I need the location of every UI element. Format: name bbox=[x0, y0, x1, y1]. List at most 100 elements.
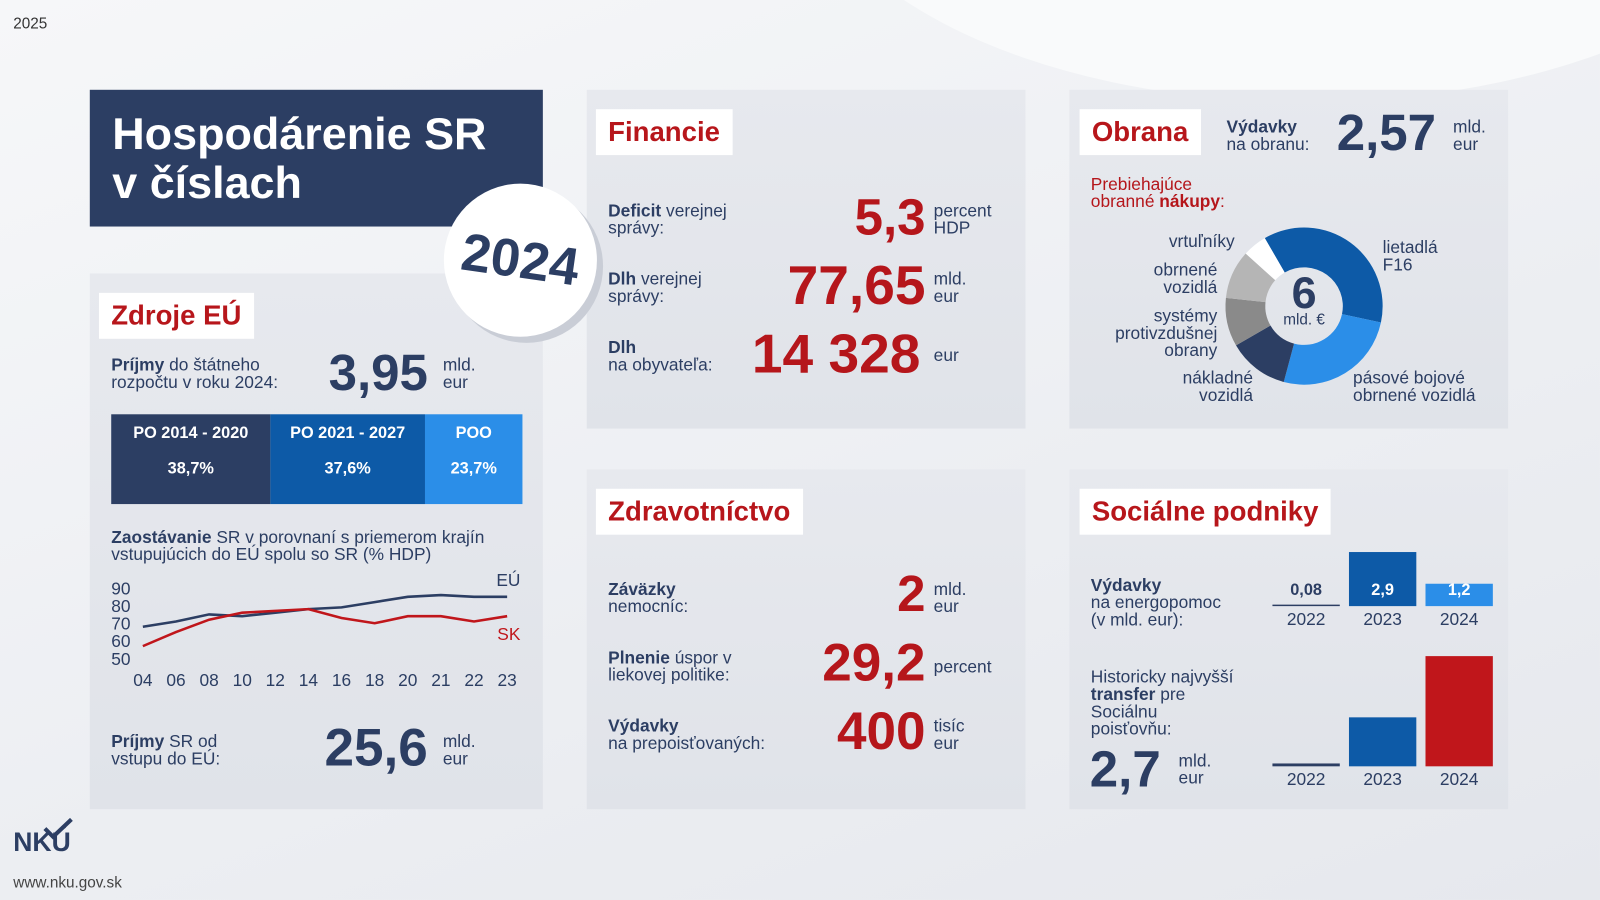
value-label: 38,7% bbox=[168, 460, 215, 478]
donut-segment bbox=[1264, 227, 1383, 323]
label-bold: Dlh bbox=[608, 269, 637, 289]
value: 29,2 bbox=[822, 633, 926, 693]
label-bold: Príjmy bbox=[111, 731, 165, 752]
bar bbox=[1272, 763, 1340, 767]
label-bold: Zaostávanie bbox=[111, 527, 212, 547]
label: Výdavky na obranu: bbox=[1227, 118, 1339, 153]
label: Plnenie úspor v liekovej politike: bbox=[608, 649, 761, 684]
label: Dlh verejnej správy: bbox=[608, 270, 751, 305]
value-label: 23,7% bbox=[451, 460, 498, 478]
x-tick-label: 16 bbox=[332, 670, 351, 690]
label-bold: Záväzky bbox=[608, 579, 676, 599]
title-line: v číslach bbox=[112, 158, 302, 209]
donut-center-value: 6 bbox=[1292, 267, 1317, 318]
section-heading: Zdravotníctvo bbox=[595, 488, 803, 535]
donut-label: systémy protivzdušnej obrany bbox=[1115, 306, 1218, 361]
x-tick-label: 22 bbox=[464, 670, 483, 690]
x-tick-label: 14 bbox=[299, 670, 319, 690]
unit: mld. eur bbox=[1178, 751, 1212, 788]
bar bbox=[1425, 583, 1493, 607]
x-tick-label: 10 bbox=[233, 670, 252, 690]
label-bold: Výdavky bbox=[608, 716, 679, 736]
url: www.nku.gov.sk bbox=[13, 874, 122, 892]
line bbox=[142, 593, 508, 629]
x-tick-label: 2023 bbox=[1363, 769, 1402, 789]
x-tick-label: 06 bbox=[166, 670, 185, 690]
label-text: na prepoisťovaných: bbox=[608, 733, 766, 754]
donut-segment bbox=[1283, 314, 1381, 385]
value: 5,3 bbox=[854, 188, 926, 246]
title-line: Hospodárenie SR bbox=[112, 109, 487, 160]
label: Historicky najvyšší transfer pre Sociáln… bbox=[1091, 668, 1242, 737]
value-label: 2,9 bbox=[1371, 581, 1394, 599]
section-heading: Obrana bbox=[1079, 109, 1201, 156]
x-tick-label: 2022 bbox=[1287, 769, 1326, 789]
label-text: Prebiehajúce obranné bbox=[1090, 174, 1193, 212]
value-label: 37,6% bbox=[325, 460, 372, 478]
bar bbox=[1348, 717, 1417, 767]
label: Príjmy do štátneho rozpočtu v roku 2024: bbox=[111, 356, 305, 391]
value: 2 bbox=[897, 565, 926, 623]
unit: mld. eur bbox=[933, 269, 967, 307]
donut-segment bbox=[1225, 297, 1271, 346]
donut-segment bbox=[1236, 325, 1295, 383]
bar bbox=[1272, 604, 1340, 607]
label-bold: Deficit bbox=[608, 201, 662, 221]
bar bbox=[1348, 552, 1417, 607]
bar-segment bbox=[111, 414, 271, 505]
label-text: pre Sociálnu poisťovňu: bbox=[1090, 684, 1186, 739]
label-bold: Dlh bbox=[608, 337, 637, 358]
year-label: 2025 bbox=[13, 15, 48, 33]
bar-segment bbox=[270, 414, 425, 505]
value: 2,7 bbox=[1089, 740, 1161, 798]
segment-label: POO bbox=[456, 424, 492, 442]
label-text: : bbox=[1220, 191, 1225, 212]
value-label: 0,08 bbox=[1290, 581, 1322, 599]
label-text: verejnej správy: bbox=[608, 269, 702, 307]
x-tick-label: 21 bbox=[431, 670, 450, 690]
value: 77,65 bbox=[787, 255, 926, 317]
value: 14 328 bbox=[751, 323, 921, 385]
x-tick-label: 2024 bbox=[1440, 769, 1479, 789]
line bbox=[142, 607, 508, 648]
x-tick-label: 2022 bbox=[1287, 609, 1326, 629]
label-text: Historicky najvyšší bbox=[1090, 667, 1234, 687]
label-text: na energopomoc (v mld. eur): bbox=[1090, 592, 1222, 630]
title: Hospodárenie SR v číslach bbox=[112, 110, 486, 208]
x-tick-label: 08 bbox=[199, 670, 218, 690]
value: 2,57 bbox=[1336, 104, 1437, 162]
label: Záväzky nemocníc: bbox=[608, 581, 781, 616]
donut-segment bbox=[1245, 238, 1285, 281]
panel bbox=[89, 273, 543, 810]
segment-label: PO 2021 - 2027 bbox=[290, 424, 405, 442]
value: 25,6 bbox=[324, 718, 428, 778]
label-bold: Výdavky bbox=[1090, 575, 1162, 595]
y-tick-label: 70 bbox=[111, 614, 130, 634]
x-tick-label: 18 bbox=[365, 670, 384, 690]
donut-label: lietadlá F16 bbox=[1382, 237, 1438, 275]
label: Dlh na obyvateľa: bbox=[608, 339, 751, 374]
label-bold: Výdavky bbox=[1226, 117, 1297, 137]
label: Prebiehajúce obranné nákupy: bbox=[1091, 176, 1259, 211]
label-text: úspor v liekovej politike: bbox=[608, 647, 732, 685]
unit: percent HDP bbox=[933, 201, 992, 238]
label: Deficit verejnej správy: bbox=[608, 202, 751, 237]
donut-label: pásové bojové obrnené vozidlá bbox=[1353, 368, 1476, 406]
label-text: na obranu: bbox=[1226, 134, 1310, 155]
chart-title: Zaostávanie SR v porovnaní s priemerom k… bbox=[111, 529, 529, 564]
segment-label: PO 2014 - 2020 bbox=[133, 424, 248, 442]
section-heading: Sociálne podniky bbox=[1079, 488, 1331, 535]
x-tick-label: 12 bbox=[266, 670, 285, 690]
year-badge: 2024 bbox=[443, 183, 597, 337]
unit: mld. eur bbox=[933, 579, 967, 617]
donut-label: obrnené vozidlá bbox=[1153, 260, 1218, 297]
check-mark bbox=[43, 817, 73, 840]
donut-label: nákladné vozidlá bbox=[1182, 368, 1254, 406]
y-tick-label: 50 bbox=[111, 649, 130, 669]
donut-center-unit: mld. € bbox=[1283, 311, 1325, 329]
label: Výdavky na energopomoc (v mld. eur): bbox=[1091, 577, 1234, 629]
y-tick-label: 90 bbox=[111, 578, 130, 598]
unit: tisíc eur bbox=[933, 716, 965, 754]
